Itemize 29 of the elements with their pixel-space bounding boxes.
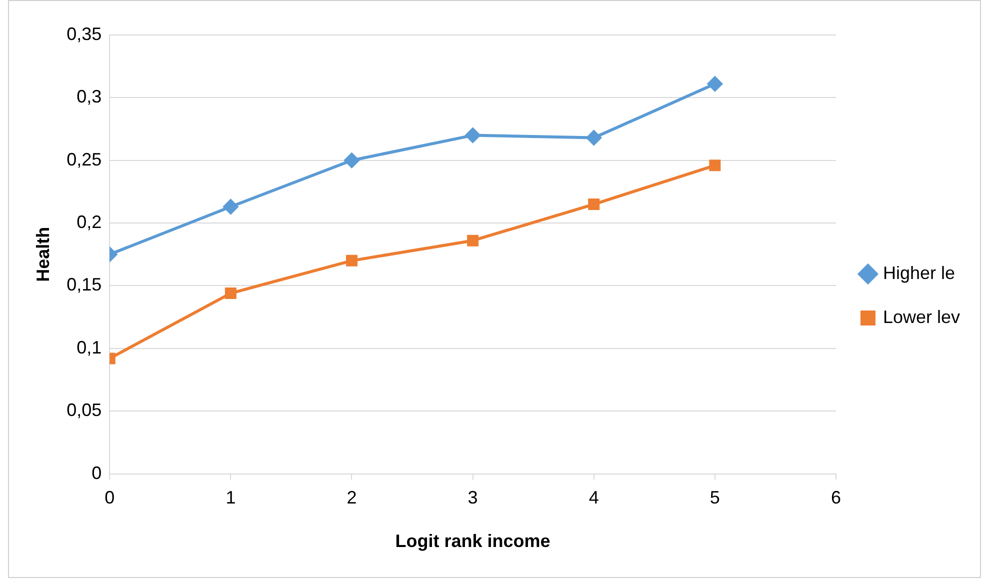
y-tick-label: 0,05 (66, 400, 102, 420)
point (346, 254, 358, 266)
point (223, 199, 238, 214)
point (344, 152, 360, 168)
y-tick-label: 0,3 (76, 86, 102, 107)
point (588, 198, 600, 210)
x-tick-label: 2 (346, 488, 357, 508)
x-tick-label: 5 (710, 488, 720, 508)
x-tick-label: 4 (588, 488, 599, 508)
y-tick-label: 0,25 (66, 149, 102, 170)
y-tick-label: 0,35 (66, 24, 102, 44)
y-tick-label: 0,15 (66, 274, 102, 295)
x-tick-label: 0 (104, 488, 115, 508)
point (224, 288, 236, 300)
x-axis-title: Logit rank income (395, 531, 550, 552)
point (465, 128, 480, 143)
y-tick-label: 0 (92, 462, 102, 483)
legend-label: Higher le (882, 262, 956, 283)
point (586, 130, 602, 146)
y-tick-label: 0,2 (76, 212, 102, 232)
x-tick-label: 3 (468, 488, 478, 508)
x-tick-label: 6 (830, 488, 841, 508)
y-axis-title: Health (32, 226, 53, 282)
point (467, 234, 479, 246)
x-tick-label: 1 (226, 488, 236, 508)
point (707, 76, 722, 92)
y-tick-label: 0,1 (76, 337, 102, 358)
legend-label: Lower lev (882, 306, 960, 327)
point (709, 160, 721, 172)
